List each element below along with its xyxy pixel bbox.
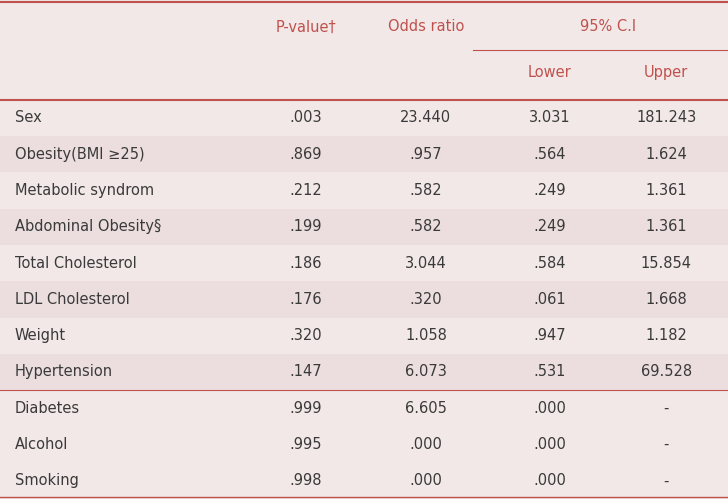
- Text: -: -: [663, 474, 669, 489]
- Text: 1.668: 1.668: [645, 292, 687, 307]
- Text: 1.182: 1.182: [645, 328, 687, 343]
- Text: .000: .000: [533, 437, 566, 452]
- Text: 6.073: 6.073: [405, 364, 447, 379]
- Text: .320: .320: [410, 292, 442, 307]
- Text: Lower: Lower: [528, 65, 571, 80]
- Text: 3.044: 3.044: [405, 255, 447, 270]
- Text: .186: .186: [290, 255, 322, 270]
- Text: Hypertension: Hypertension: [15, 364, 113, 379]
- Text: 6.605: 6.605: [405, 401, 447, 416]
- Text: .147: .147: [290, 364, 322, 379]
- Text: Metabolic syndrom: Metabolic syndrom: [15, 183, 154, 198]
- Text: -: -: [663, 401, 669, 416]
- Text: .003: .003: [290, 110, 322, 125]
- Text: .176: .176: [290, 292, 322, 307]
- Text: .249: .249: [534, 183, 566, 198]
- Text: .582: .582: [410, 220, 442, 235]
- Text: .957: .957: [410, 147, 442, 162]
- Text: LDL Cholesterol: LDL Cholesterol: [15, 292, 130, 307]
- Text: .061: .061: [534, 292, 566, 307]
- Text: .212: .212: [290, 183, 322, 198]
- Text: .320: .320: [290, 328, 322, 343]
- Text: Obesity(BMI ≥25): Obesity(BMI ≥25): [15, 147, 144, 162]
- Text: 15.854: 15.854: [641, 255, 692, 270]
- Text: Odds ratio: Odds ratio: [388, 19, 464, 34]
- Text: .947: .947: [534, 328, 566, 343]
- Bar: [0, 354, 728, 390]
- Text: P-value†: P-value†: [275, 19, 336, 34]
- Text: Total Cholesterol: Total Cholesterol: [15, 255, 136, 270]
- Text: .582: .582: [410, 183, 442, 198]
- Text: .000: .000: [533, 474, 566, 489]
- Text: 95% C.I: 95% C.I: [579, 19, 636, 34]
- Text: Weight: Weight: [15, 328, 66, 343]
- Text: 69.528: 69.528: [641, 364, 692, 379]
- Text: -: -: [663, 437, 669, 452]
- Text: Smoking: Smoking: [15, 474, 79, 489]
- Text: 3.031: 3.031: [529, 110, 571, 125]
- Text: .000: .000: [409, 437, 443, 452]
- Text: .995: .995: [290, 437, 322, 452]
- Text: .999: .999: [290, 401, 322, 416]
- Text: 1.624: 1.624: [645, 147, 687, 162]
- Text: Alcohol: Alcohol: [15, 437, 68, 452]
- Text: 1.058: 1.058: [405, 328, 447, 343]
- Text: .584: .584: [534, 255, 566, 270]
- Bar: [0, 281, 728, 317]
- Text: 181.243: 181.243: [636, 110, 696, 125]
- Bar: [0, 136, 728, 172]
- Text: 1.361: 1.361: [645, 183, 687, 198]
- Text: .531: .531: [534, 364, 566, 379]
- Text: Diabetes: Diabetes: [15, 401, 79, 416]
- Text: .199: .199: [290, 220, 322, 235]
- Text: .998: .998: [290, 474, 322, 489]
- Text: .000: .000: [533, 401, 566, 416]
- Text: .000: .000: [409, 474, 443, 489]
- Text: .249: .249: [534, 220, 566, 235]
- Text: 23.440: 23.440: [400, 110, 451, 125]
- Text: .564: .564: [534, 147, 566, 162]
- Bar: [0, 209, 728, 245]
- Text: 1.361: 1.361: [645, 220, 687, 235]
- Text: Upper: Upper: [644, 65, 688, 80]
- Text: Sex: Sex: [15, 110, 41, 125]
- Text: Abdominal Obesity§: Abdominal Obesity§: [15, 220, 161, 235]
- Text: .869: .869: [290, 147, 322, 162]
